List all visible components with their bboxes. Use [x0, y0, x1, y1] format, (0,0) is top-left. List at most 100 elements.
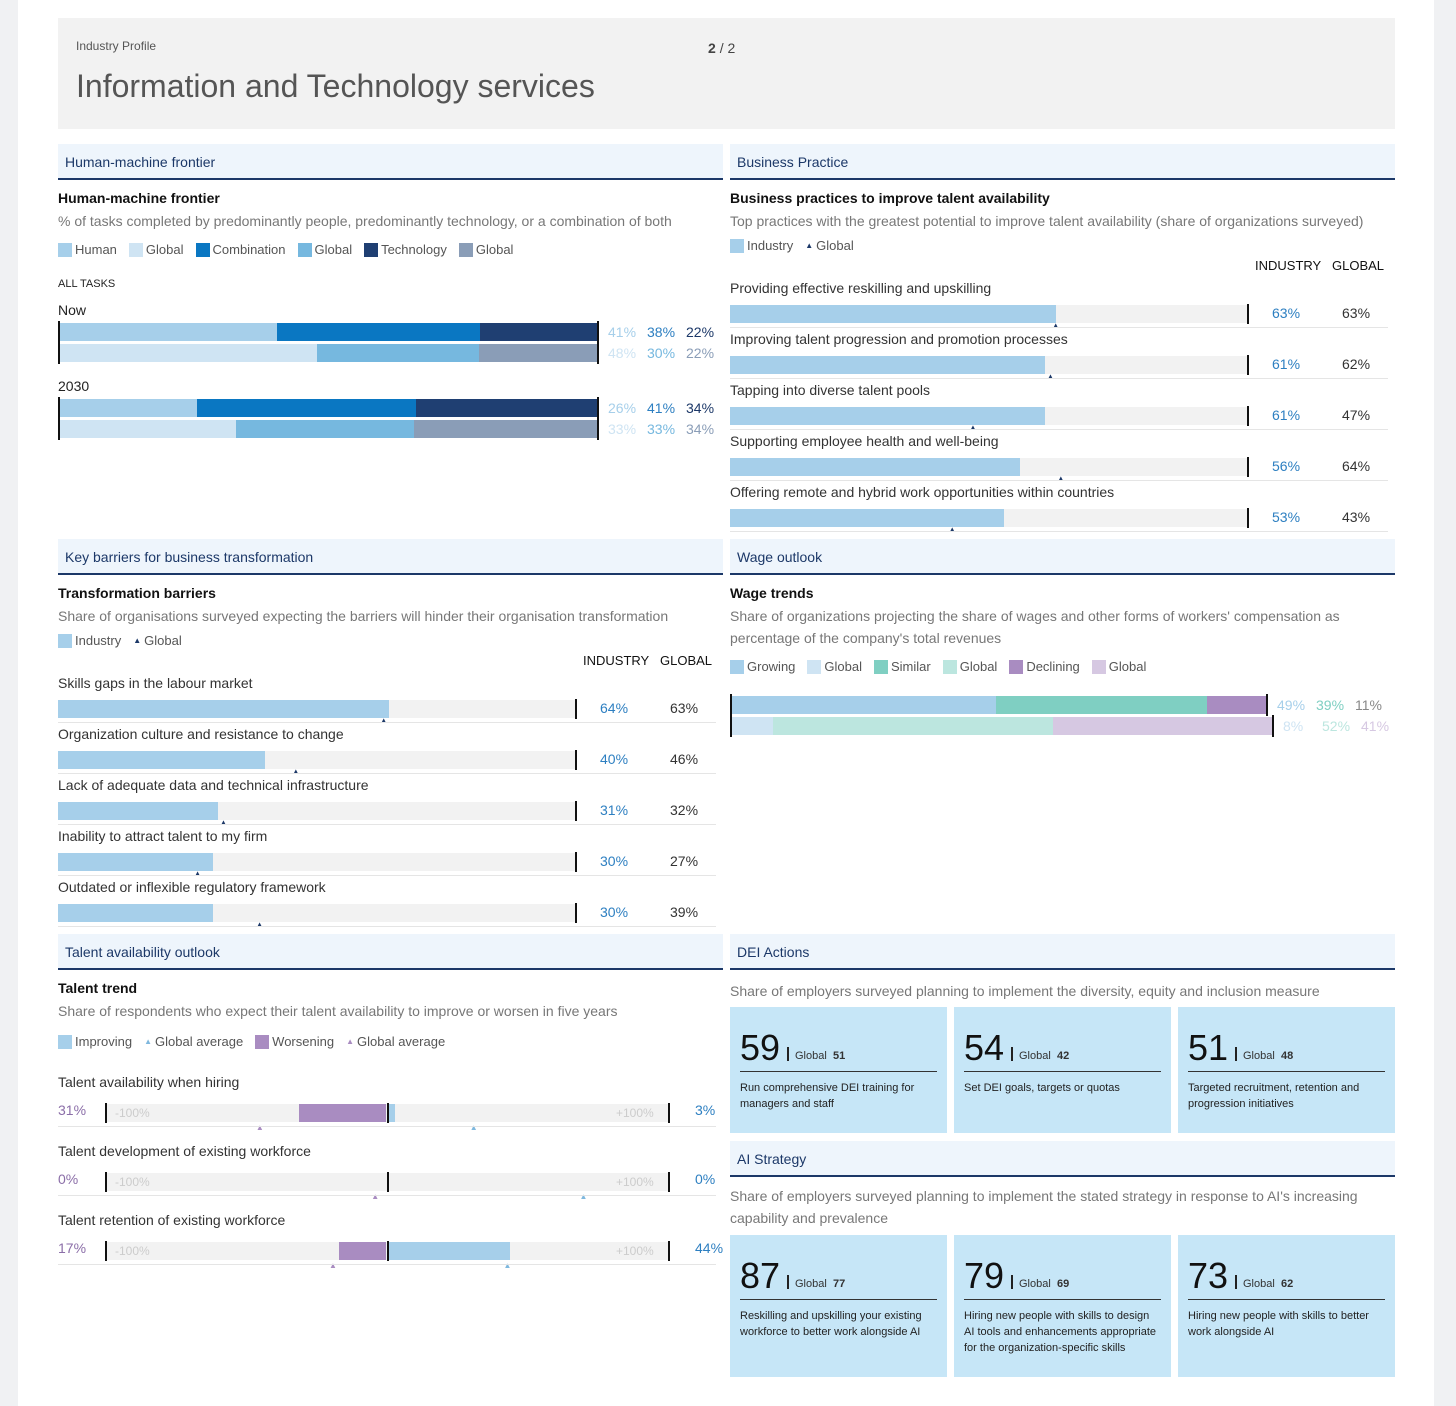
bar-end-tick	[575, 801, 577, 821]
bar-end-tick	[1247, 304, 1249, 324]
hmf-section-header: Human-machine frontier	[58, 144, 723, 180]
page-total: 2	[727, 40, 736, 56]
improving-bar	[386, 1242, 511, 1260]
improving-bar	[386, 1104, 395, 1122]
global-word: Global	[1019, 1278, 1051, 1290]
wage-legend-label: Global	[824, 659, 862, 674]
global-worsening-marker: ▲	[371, 1192, 380, 1201]
triangle-icon: ▲	[805, 241, 814, 250]
center-line	[386, 1103, 389, 1123]
stat-card: 54 Global 42 Set DEI goals, targets or quot…	[954, 1007, 1171, 1133]
wage-legend: Growing Global Similar Global Declining Globa…	[730, 659, 1395, 674]
dei-cards: 59 Global 51 Run comprehensive DEI training…	[730, 1007, 1395, 1133]
hmf-industry-bar-segment	[277, 323, 481, 341]
hmf-legend-label: Global	[475, 242, 514, 257]
hmf-global-bar-segment	[479, 344, 598, 362]
bp-section-header: Business Practice	[730, 144, 1395, 180]
row-divider	[730, 378, 1388, 379]
legend-global-avg: Global average	[357, 1034, 446, 1049]
kb-title: Transformation barriers	[58, 585, 216, 601]
bar-end-tick	[575, 750, 577, 770]
wage-global-bar-value: 41%	[1361, 718, 1390, 734]
row-divider	[58, 1126, 716, 1127]
talent-legend: Improving ▲ Global average Worsening ▲ Glo…	[58, 1034, 723, 1049]
wage-legend-label: Global	[1108, 659, 1147, 674]
separator-pipe	[1235, 1047, 1237, 1061]
global-marker: ▲	[193, 869, 202, 878]
hmf-industry-bar-start-tick	[58, 397, 60, 419]
stat-card: 79 Global 69 Hiring new people with skills …	[954, 1235, 1171, 1377]
industry-bar	[730, 407, 1046, 425]
bar-end-tick	[575, 699, 577, 719]
industry-bar	[730, 305, 1056, 323]
talent-label: Talent development of existing workforce	[58, 1143, 311, 1159]
wage-section-header: Wage outlook	[730, 539, 1395, 575]
talent-section-header: Talent availability outlook	[58, 934, 723, 970]
header-subtitle: Industry Profile	[76, 39, 157, 53]
stat-description: Hiring new people with skills to design …	[964, 1310, 1157, 1354]
global-marker: ▲	[948, 525, 957, 534]
global-marker: ▲	[1046, 372, 1055, 381]
worsening-value: 0%	[58, 1171, 79, 1187]
bar-label: Skills gaps in the labour market	[58, 675, 253, 691]
page-title: Information and Technology services	[76, 68, 595, 104]
industry-value: 30%	[600, 853, 629, 869]
global-marker: ▲	[1056, 474, 1065, 483]
worsening-value: 31%	[58, 1102, 87, 1118]
worsening-bar	[299, 1104, 387, 1122]
industry-bar	[58, 802, 219, 820]
global-word: Global	[795, 1050, 827, 1062]
bp-legend: Industry ▲ Global	[730, 238, 1395, 253]
legend-global: Global	[816, 238, 854, 253]
global-value: 32%	[670, 802, 699, 818]
global-value: 42	[1057, 1050, 1070, 1062]
kb-section-header: Key barriers for business transformation	[58, 539, 723, 575]
legend-swatch	[730, 659, 744, 674]
global-value: 63%	[1342, 305, 1371, 321]
stat-description: Hiring new people with skills to better …	[1188, 1310, 1369, 1338]
ai-cards: 87 Global 77 Reskilling and upskilling your…	[730, 1235, 1395, 1377]
stat-description: Targeted recruitment, retention and prog…	[1188, 1082, 1360, 1110]
stat-description: Reskilling and upskilling your existing …	[740, 1310, 922, 1338]
row-divider	[58, 926, 716, 927]
bar-track	[58, 751, 575, 769]
legend-worsening: Worsening	[272, 1034, 335, 1049]
wage-legend-label: Similar	[891, 659, 931, 674]
card-divider	[1188, 1071, 1385, 1072]
industry-bar	[58, 853, 214, 871]
bar-label: Outdated or inflexible regulatory framew…	[58, 879, 326, 895]
global-value: 51	[833, 1050, 846, 1062]
wage-global-bar-value: 8%	[1283, 718, 1304, 734]
hmf-global-bar-start-tick	[58, 418, 60, 440]
hmf-industry-bar-value: 41%	[608, 324, 637, 340]
wage-legend-item: Global	[1091, 659, 1147, 674]
industry-bar	[58, 751, 265, 769]
row-divider	[730, 480, 1388, 481]
separator-pipe	[1235, 1275, 1237, 1289]
hmf-legend: Human Global Combination Global Technology Gl…	[58, 242, 723, 257]
hmf-group-label: 2030	[58, 378, 90, 394]
legend-swatch	[58, 633, 72, 648]
hmf-industry-bar-value: 41%	[647, 400, 676, 416]
bar-label: Providing effective reskilling and upski…	[730, 280, 992, 296]
bp-subtitle: Top practices with the greatest potentia…	[730, 213, 1364, 229]
legend-swatch	[297, 242, 312, 257]
legend-global-avg: Global average	[155, 1034, 244, 1049]
global-value: 69	[1057, 1278, 1070, 1290]
global-worsening-marker: ▲	[329, 1261, 337, 1270]
hmf-subtitle: % of tasks completed by predominantly pe…	[58, 213, 672, 229]
wage-industry-bar-segment	[1207, 696, 1267, 714]
card-divider	[964, 1071, 1161, 1072]
hmf-global-bar-end-tick	[597, 342, 599, 364]
bp-section: Business Practice Business practices to …	[730, 144, 1395, 534]
ai-section-header: AI Strategy	[730, 1141, 1395, 1177]
industry-bar	[58, 700, 389, 718]
separator-pipe	[787, 1047, 789, 1061]
hmf-global-bar-segment	[317, 344, 480, 362]
hmf-legend-item: Global	[458, 242, 514, 257]
bar-end-tick	[575, 852, 577, 872]
axis-min-label: -100%	[115, 1244, 150, 1258]
bar-track	[730, 305, 1247, 323]
wage-legend-item: Declining	[1009, 659, 1080, 674]
bar-track	[58, 700, 575, 718]
